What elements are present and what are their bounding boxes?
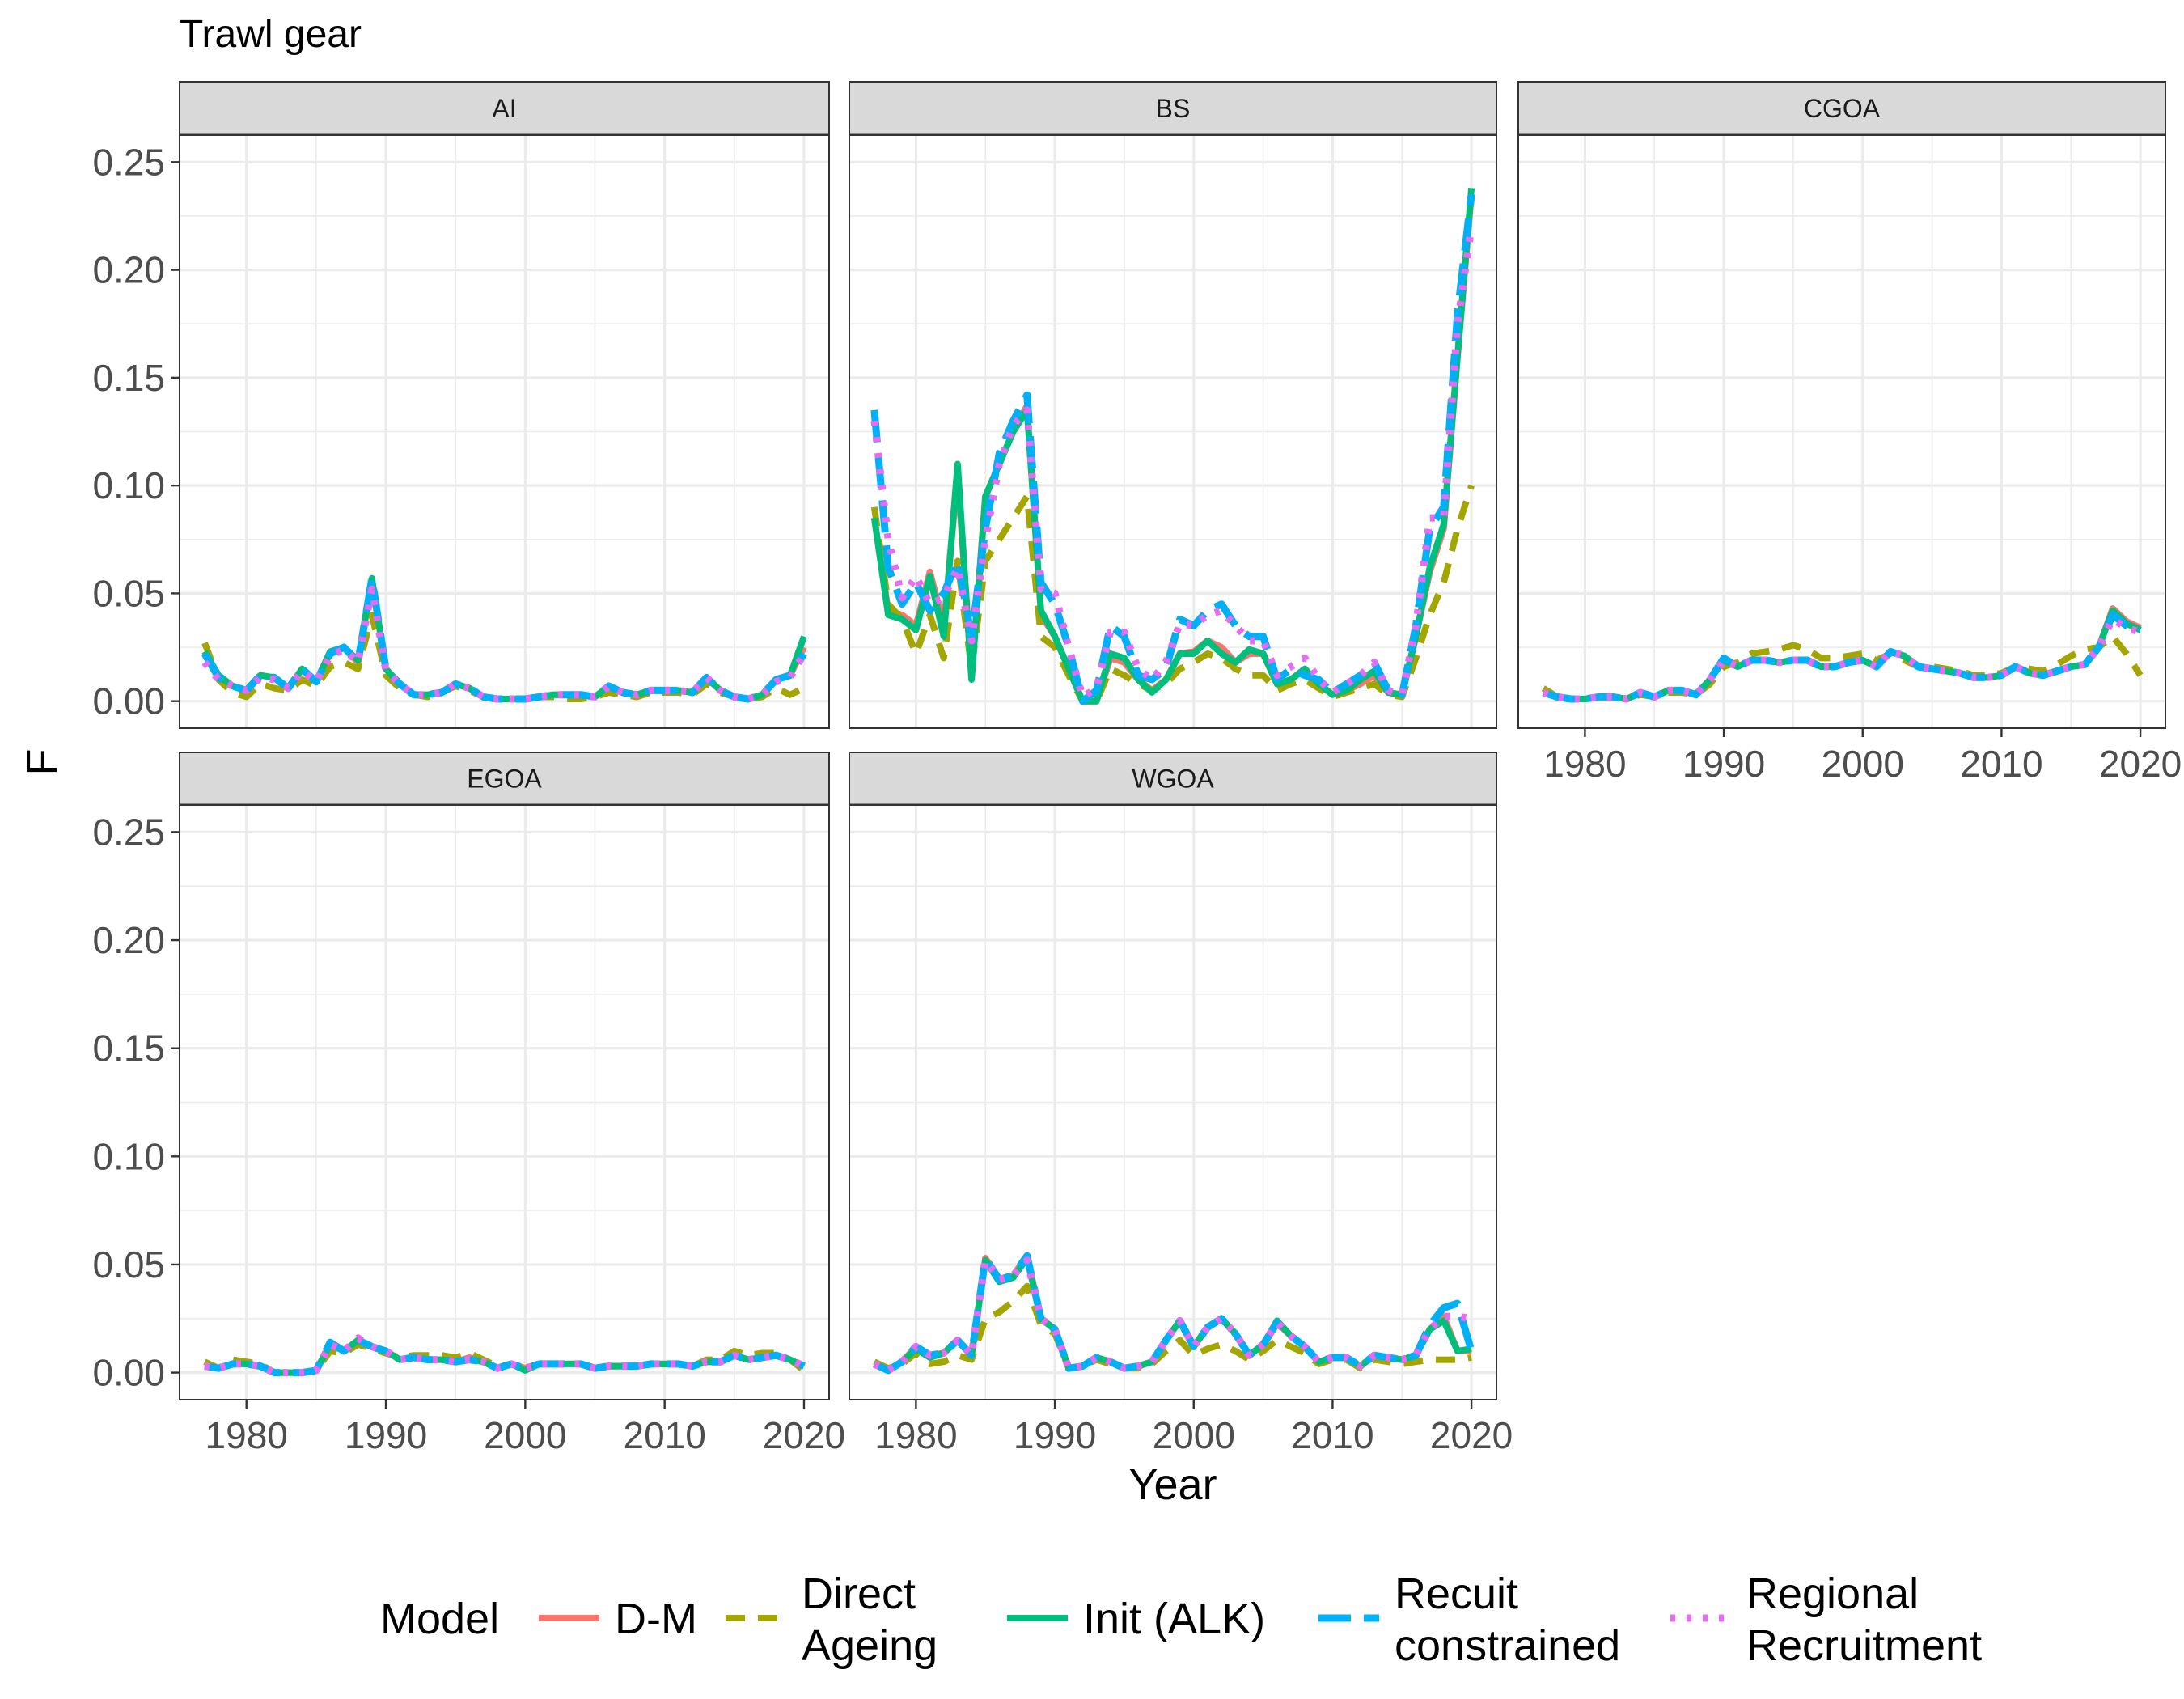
series-line-bs-init xyxy=(870,187,1475,705)
series-line-ai-rc xyxy=(201,574,807,703)
y-tick-label: 0.25 xyxy=(92,811,165,853)
strip-label-ai: AI xyxy=(492,94,516,123)
legend-label-rc: Recuit constrained xyxy=(1395,1570,1620,1670)
panel-border xyxy=(179,134,830,729)
legend-label-init: Init (ALK) xyxy=(1083,1595,1265,1643)
y-tick-label: 0.25 xyxy=(92,141,165,183)
x-tick-label: 2010 xyxy=(1960,743,2042,785)
x-tick-label: 1980 xyxy=(1543,743,1626,785)
x-tick-label: 1980 xyxy=(874,1414,957,1456)
x-tick-label: 1990 xyxy=(1014,1414,1096,1456)
y-tick-label: 0.20 xyxy=(92,249,165,291)
panel-wgoa: WGOA xyxy=(849,752,1497,1400)
y-tick-label: 0.15 xyxy=(92,1027,165,1070)
series-line-egoa-rc xyxy=(204,1337,806,1377)
x-tick-label: 1990 xyxy=(1682,743,1765,785)
strip-label-egoa: EGOA xyxy=(467,765,542,794)
y-tick-label: 0.00 xyxy=(92,680,165,722)
x-tick-label: 2010 xyxy=(1291,1414,1373,1456)
y-tick-label: 0.05 xyxy=(92,1244,165,1286)
x-tick-label: 1990 xyxy=(345,1414,427,1456)
panel-border xyxy=(179,804,830,1400)
y-axis-title: F xyxy=(18,749,66,776)
panel-border xyxy=(849,134,1497,729)
strip-wgoa xyxy=(849,752,1497,806)
x-tick-label: 2000 xyxy=(484,1414,566,1456)
strip-cgoa xyxy=(1517,81,2166,136)
x-tick-label: 1980 xyxy=(205,1414,288,1456)
panels: AI BS CGOA EGOA WGOA xyxy=(179,81,2166,1400)
panel-bs: BS xyxy=(849,81,1497,729)
strip-ai xyxy=(179,81,830,136)
panel-cgoa: CGOA xyxy=(1517,81,2166,729)
y-tick-label: 0.00 xyxy=(92,1352,165,1394)
panel-ai: AI xyxy=(179,81,830,729)
panel-border xyxy=(849,804,1497,1400)
x-axis-title: Year xyxy=(1128,1460,1217,1509)
y-tick-label: 0.10 xyxy=(92,1135,165,1177)
strip-egoa xyxy=(179,752,830,806)
legend-label-da: Direct Ageing xyxy=(802,1570,938,1670)
y-tick-label: 0.15 xyxy=(92,357,165,399)
legend: Model D-M Direct Ageing Init (ALK) Recuit cons… xyxy=(380,1570,1982,1670)
strip-label-bs: BS xyxy=(1156,94,1191,123)
legend-title: Model xyxy=(380,1595,499,1643)
x-tick-label: 2020 xyxy=(2099,743,2182,785)
legend-label-dm: D-M xyxy=(615,1595,697,1643)
series-line-wgoa-rr xyxy=(873,1256,1472,1375)
x-tick-label: 2000 xyxy=(1822,743,1904,785)
x-tick-label: 2000 xyxy=(1153,1414,1235,1456)
strip-label-wgoa: WGOA xyxy=(1132,765,1214,794)
strip-bs xyxy=(849,81,1497,136)
y-tick-label: 0.20 xyxy=(92,919,165,961)
series-line-bs-rr xyxy=(870,226,1475,701)
axes: 0.00 0.05 0.10 0.15 0.20 0.25 1980 1990 2000 2010… xyxy=(92,141,2182,1456)
panel-egoa: EGOA xyxy=(179,752,830,1400)
legend-label-rr: Regional Recruitment xyxy=(1746,1570,1982,1670)
y-tick-label: 0.05 xyxy=(92,572,165,614)
series-line-egoa-rr xyxy=(204,1334,806,1377)
y-tick-label: 0.10 xyxy=(92,464,165,506)
strip-label-cgoa: CGOA xyxy=(1804,94,1881,123)
series-line-cgoa-rr xyxy=(1542,615,2142,703)
panel-border xyxy=(1517,134,2166,729)
x-tick-label: 2020 xyxy=(763,1414,845,1456)
x-tick-label: 2020 xyxy=(1430,1414,1513,1456)
chart-title: Trawl gear xyxy=(180,13,362,56)
x-tick-label: 2010 xyxy=(623,1414,705,1456)
